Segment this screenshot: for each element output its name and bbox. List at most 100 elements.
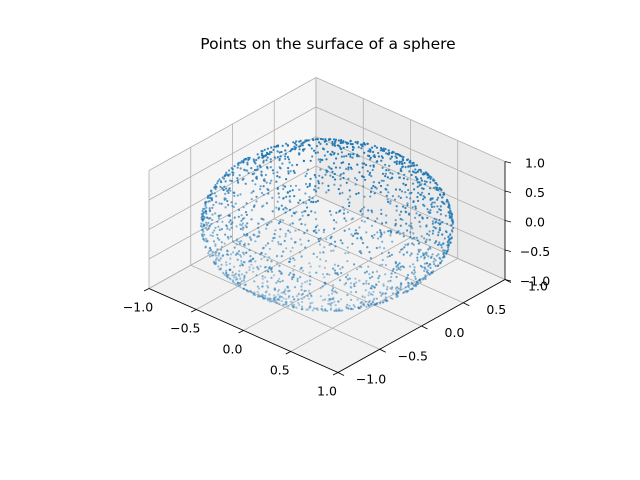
data-point xyxy=(284,155,287,158)
data-point xyxy=(329,153,332,156)
data-point xyxy=(268,256,271,259)
data-point xyxy=(444,249,447,252)
data-point xyxy=(365,163,368,167)
data-point xyxy=(286,156,289,159)
data-point xyxy=(324,259,327,263)
data-point xyxy=(297,201,300,204)
data-point xyxy=(441,221,444,224)
data-point xyxy=(357,155,360,158)
data-point xyxy=(334,304,337,307)
data-point xyxy=(372,184,375,188)
data-point xyxy=(287,158,290,161)
data-point xyxy=(430,203,433,206)
data-point xyxy=(312,252,315,255)
data-point xyxy=(346,278,349,281)
data-point xyxy=(363,271,367,274)
data-point xyxy=(416,181,419,184)
data-point xyxy=(257,293,260,296)
data-point xyxy=(396,291,399,295)
data-point xyxy=(245,169,249,172)
z-gridline xyxy=(148,106,317,201)
data-point xyxy=(316,224,319,227)
data-point xyxy=(323,228,326,231)
data-point xyxy=(260,170,263,173)
data-point xyxy=(360,305,363,308)
data-point xyxy=(327,184,330,187)
data-point xyxy=(240,219,243,222)
data-point xyxy=(375,302,379,305)
data-point xyxy=(330,235,333,238)
data-point xyxy=(309,279,312,282)
data-point xyxy=(238,242,242,245)
data-point xyxy=(246,222,249,225)
data-point xyxy=(298,188,301,191)
data-point xyxy=(391,195,394,198)
data-point xyxy=(367,303,370,307)
data-point xyxy=(252,257,255,260)
data-point xyxy=(342,146,345,149)
data-point xyxy=(389,157,392,160)
data-point xyxy=(257,287,261,290)
data-point xyxy=(309,177,312,180)
data-point xyxy=(273,298,276,301)
data-point xyxy=(404,243,407,246)
data-point xyxy=(399,217,402,221)
data-point xyxy=(289,250,292,253)
data-point xyxy=(214,261,217,264)
data-point xyxy=(260,191,263,195)
data-point xyxy=(371,275,374,278)
data-point xyxy=(216,180,220,183)
data-point xyxy=(233,246,236,249)
data-point xyxy=(402,291,405,294)
data-point xyxy=(242,251,245,254)
data-point xyxy=(231,274,234,277)
data-point xyxy=(237,215,240,218)
data-point xyxy=(277,290,280,293)
data-point xyxy=(269,158,272,161)
data-point xyxy=(221,187,224,190)
data-point xyxy=(390,275,393,279)
data-point xyxy=(242,279,245,282)
data-point xyxy=(285,142,288,145)
data-point xyxy=(237,208,241,211)
data-point xyxy=(276,156,279,159)
data-point xyxy=(200,222,203,225)
data-point xyxy=(270,146,273,149)
data-point xyxy=(266,259,269,262)
data-point xyxy=(249,259,252,262)
data-point xyxy=(218,252,221,255)
data-point xyxy=(314,176,317,179)
data-point xyxy=(241,222,244,225)
data-point xyxy=(428,246,431,249)
data-point xyxy=(317,237,320,241)
data-point xyxy=(394,261,397,264)
data-point xyxy=(395,265,398,268)
data-point xyxy=(404,183,408,186)
data-point xyxy=(275,206,278,209)
data-point xyxy=(281,162,284,165)
data-point xyxy=(273,145,276,148)
data-point xyxy=(300,307,303,310)
data-point xyxy=(246,290,249,293)
data-point xyxy=(270,270,274,273)
data-point xyxy=(393,161,396,164)
data-point xyxy=(271,169,274,172)
data-point xyxy=(331,287,335,290)
data-point xyxy=(254,162,257,165)
data-point xyxy=(387,149,390,152)
data-point xyxy=(384,292,387,295)
data-point xyxy=(242,253,246,256)
data-point xyxy=(299,276,302,279)
data-point xyxy=(213,262,216,265)
data-point xyxy=(267,192,270,195)
data-point xyxy=(412,182,415,185)
data-point xyxy=(273,287,276,290)
data-point xyxy=(314,307,317,310)
y-tick-mark xyxy=(379,348,386,353)
data-point xyxy=(288,260,291,263)
data-point xyxy=(216,233,219,236)
data-point xyxy=(330,289,334,292)
data-point xyxy=(259,295,262,298)
data-point xyxy=(293,298,296,301)
data-point xyxy=(409,231,412,234)
